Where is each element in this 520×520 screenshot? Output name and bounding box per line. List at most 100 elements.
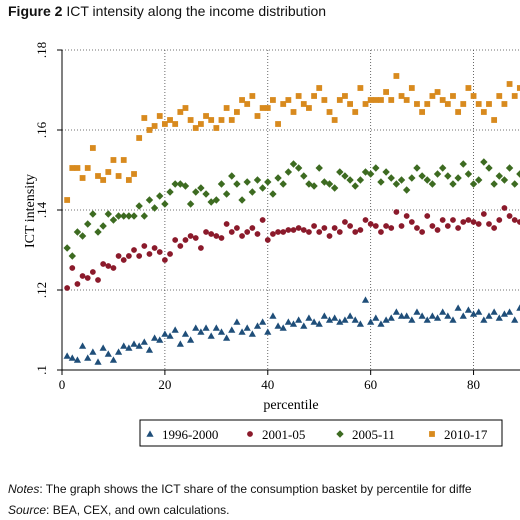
data-point bbox=[501, 205, 508, 211]
data-point bbox=[167, 117, 173, 123]
data-point bbox=[295, 93, 302, 99]
data-point bbox=[104, 210, 112, 218]
data-point bbox=[325, 316, 334, 323]
data-point bbox=[74, 281, 81, 287]
data-point bbox=[321, 225, 328, 231]
data-point bbox=[135, 202, 143, 210]
data-point bbox=[295, 225, 302, 231]
data-point bbox=[218, 117, 225, 123]
data-point bbox=[372, 314, 380, 321]
data-point bbox=[460, 219, 467, 225]
data-point bbox=[346, 312, 354, 319]
data-point bbox=[454, 304, 462, 311]
data-point bbox=[269, 312, 277, 319]
data-point bbox=[228, 117, 235, 123]
data-point bbox=[197, 328, 205, 335]
data-point bbox=[130, 340, 138, 347]
data-point bbox=[202, 190, 210, 198]
data-point bbox=[500, 176, 509, 184]
data-point bbox=[198, 121, 204, 127]
data-point bbox=[289, 320, 298, 327]
data-point bbox=[84, 354, 92, 361]
data-point bbox=[342, 93, 348, 99]
data-point bbox=[505, 308, 514, 315]
data-point bbox=[177, 243, 184, 249]
data-point bbox=[243, 178, 251, 186]
data-point bbox=[336, 229, 343, 235]
data-point bbox=[181, 182, 190, 190]
data-point bbox=[423, 316, 431, 323]
data-point bbox=[378, 229, 384, 235]
data-point bbox=[182, 237, 189, 243]
data-point bbox=[403, 213, 410, 219]
data-point bbox=[506, 81, 513, 87]
data-point bbox=[140, 212, 149, 220]
data-point bbox=[275, 229, 281, 235]
data-point bbox=[284, 168, 293, 176]
data-point bbox=[300, 322, 308, 329]
data-point bbox=[120, 257, 127, 263]
data-point bbox=[320, 178, 329, 186]
data-point bbox=[161, 330, 169, 337]
data-point bbox=[259, 217, 266, 223]
legend-marker bbox=[336, 430, 344, 438]
data-point bbox=[79, 175, 86, 181]
data-point bbox=[496, 217, 503, 223]
data-point bbox=[495, 314, 503, 321]
data-point bbox=[424, 101, 431, 107]
data-point bbox=[68, 354, 76, 361]
data-point bbox=[377, 320, 385, 327]
data-point bbox=[460, 101, 467, 107]
data-point bbox=[408, 174, 416, 182]
notes-text: : The graph shows the ICT share of the c… bbox=[39, 482, 472, 496]
data-point bbox=[434, 227, 441, 233]
data-point bbox=[383, 223, 389, 229]
x-axis-label: percentile bbox=[263, 398, 318, 413]
data-point bbox=[459, 160, 467, 168]
data-point bbox=[135, 342, 143, 349]
data-point bbox=[341, 172, 349, 180]
data-point bbox=[485, 312, 493, 319]
data-point bbox=[300, 227, 307, 233]
data-point bbox=[74, 165, 81, 171]
data-point bbox=[68, 252, 76, 260]
data-point bbox=[84, 165, 91, 171]
data-point bbox=[490, 180, 498, 188]
data-point bbox=[464, 306, 473, 313]
data-point bbox=[161, 200, 169, 208]
data-point bbox=[347, 101, 353, 107]
data-point bbox=[166, 332, 174, 339]
data-point bbox=[172, 237, 179, 243]
data-point bbox=[439, 308, 447, 315]
data-point bbox=[100, 261, 107, 267]
data-point bbox=[397, 176, 406, 184]
data-point bbox=[306, 105, 312, 111]
data-point bbox=[171, 326, 179, 333]
data-point bbox=[274, 322, 282, 329]
data-point bbox=[305, 314, 313, 321]
data-point bbox=[306, 229, 312, 235]
data-point bbox=[470, 219, 477, 225]
data-point bbox=[300, 101, 307, 107]
data-point bbox=[475, 101, 482, 107]
data-point bbox=[105, 263, 112, 269]
data-point bbox=[238, 328, 246, 335]
data-point bbox=[136, 135, 143, 141]
data-point bbox=[274, 174, 282, 182]
data-point bbox=[459, 312, 467, 319]
data-point bbox=[342, 219, 348, 225]
legend-label: 2001-05 bbox=[262, 427, 305, 442]
data-point bbox=[78, 232, 87, 240]
data-point bbox=[331, 225, 338, 231]
y-tick-label: .1 bbox=[34, 365, 49, 375]
data-point bbox=[511, 217, 518, 223]
data-point bbox=[325, 180, 334, 188]
data-point bbox=[516, 304, 520, 311]
data-point bbox=[378, 97, 384, 103]
data-point bbox=[356, 176, 365, 184]
data-point bbox=[311, 93, 317, 99]
data-point bbox=[397, 312, 406, 319]
x-tick-label: 60 bbox=[364, 377, 377, 392]
data-point bbox=[388, 225, 395, 231]
data-point bbox=[89, 145, 96, 151]
